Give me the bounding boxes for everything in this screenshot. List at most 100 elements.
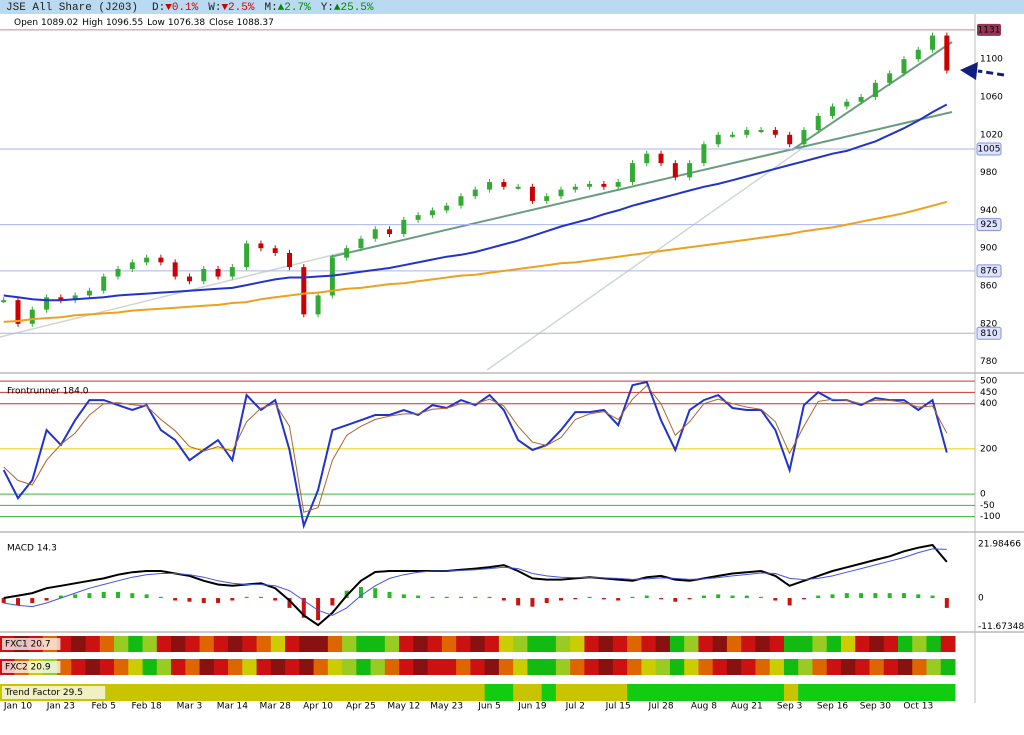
heat-cell: [270, 659, 286, 675]
heat-cell: [413, 684, 429, 701]
x-tick-label: Jun 19: [517, 702, 547, 712]
heat-cell: [783, 684, 799, 701]
heat-cell: [840, 659, 856, 675]
candle: [301, 267, 307, 315]
candle: [144, 257, 150, 263]
histogram-bar: [416, 595, 421, 599]
heat-cell: [313, 659, 329, 675]
candle: [887, 73, 893, 83]
candle: [101, 276, 107, 291]
heat-cell: [541, 636, 557, 652]
trend-line: [791, 41, 953, 151]
heat-cell: [470, 636, 486, 652]
histogram-bar: [773, 598, 778, 601]
heat-cell: [627, 659, 642, 675]
candle: [615, 182, 621, 187]
histogram-bar: [544, 598, 549, 603]
heat-cell: [370, 659, 386, 675]
heat-cell: [612, 659, 628, 675]
heat-cell: [669, 659, 685, 675]
heat-cell: [570, 659, 585, 675]
histogram-bar: [458, 596, 463, 599]
histogram-bar: [873, 593, 878, 599]
heat-cell: [570, 636, 585, 652]
heat-cell: [684, 684, 699, 701]
y-tick-label: 21.98466: [978, 540, 1021, 550]
ohlc-value: 1088.37: [237, 18, 274, 28]
heat-cell: [156, 636, 172, 652]
histogram-bar: [701, 595, 706, 599]
heat-cell: [655, 659, 671, 675]
heat-cell: [684, 659, 699, 675]
heat-cell: [527, 659, 543, 675]
heat-cell: [171, 659, 186, 675]
heat-cell: [484, 659, 500, 675]
heat-cell: [598, 636, 614, 652]
heat-cell: [142, 684, 158, 701]
heat-cell: [912, 684, 927, 701]
candle: [758, 130, 764, 133]
heat-cell: [798, 684, 813, 701]
candle: [344, 248, 350, 258]
x-tick-label: Aug 21: [731, 702, 763, 712]
heat-cell: [285, 659, 300, 675]
histogram-bar: [401, 594, 406, 599]
histogram-bar: [358, 586, 363, 599]
heat-cell: [926, 684, 942, 701]
series-line: [3, 548, 947, 616]
change-value: ▲2.7%: [278, 2, 311, 14]
candle: [387, 229, 393, 235]
ohlc-label: Close: [209, 18, 234, 28]
heat-cell: [213, 636, 229, 652]
candle: [558, 189, 564, 197]
heat-cell: [156, 659, 172, 675]
heat-cell: [156, 684, 172, 701]
x-tick-label: Jul 2: [565, 702, 585, 712]
y-tick-label: 0: [978, 594, 984, 604]
histogram-bar: [373, 588, 378, 599]
candle: [244, 243, 250, 268]
heat-cell: [128, 659, 144, 675]
heat-cell: [741, 684, 756, 701]
heat-cell: [399, 684, 414, 701]
heat-cell: [912, 636, 927, 652]
arrow-shaft: [977, 69, 1005, 77]
histogram-bar: [473, 596, 478, 599]
heat-cell: [498, 659, 514, 675]
histogram-bar: [216, 598, 221, 603]
candle: [744, 130, 750, 135]
y-tick-label: 400: [980, 399, 997, 409]
candle: [29, 309, 35, 324]
histogram-bar: [430, 596, 435, 599]
heat-cell: [798, 659, 813, 675]
heat-cell: [897, 659, 913, 675]
trend-lines: [0, 41, 953, 371]
heat-cell: [199, 636, 215, 652]
candle: [944, 35, 950, 71]
level-box: [976, 264, 1002, 278]
heat-cell: [213, 659, 229, 675]
heat-cell: [299, 659, 315, 675]
candle: [444, 205, 450, 211]
candle: [215, 268, 221, 277]
histogram-bar: [573, 598, 578, 600]
candle: [229, 267, 235, 277]
candle: [172, 262, 178, 277]
y-tick-label: -11.67348: [978, 622, 1024, 632]
heat-cell: [256, 684, 272, 701]
heat-cell: [840, 636, 856, 652]
histogram-bar: [644, 595, 649, 599]
y-tick-label: 780: [980, 357, 997, 367]
heat-cell: [826, 659, 842, 675]
candle: [644, 153, 650, 164]
heat-cell: [384, 659, 400, 675]
panel-title: MACD 14.3: [7, 544, 57, 554]
level-label: 1005: [978, 144, 1001, 154]
change-label: Y:: [321, 2, 334, 14]
histogram-bar: [801, 598, 806, 600]
heat-cell: [228, 659, 243, 675]
histogram-bar: [444, 596, 449, 599]
heat-cell: [199, 684, 215, 701]
heat-cell: [940, 659, 956, 675]
heat-cell: [384, 636, 400, 652]
